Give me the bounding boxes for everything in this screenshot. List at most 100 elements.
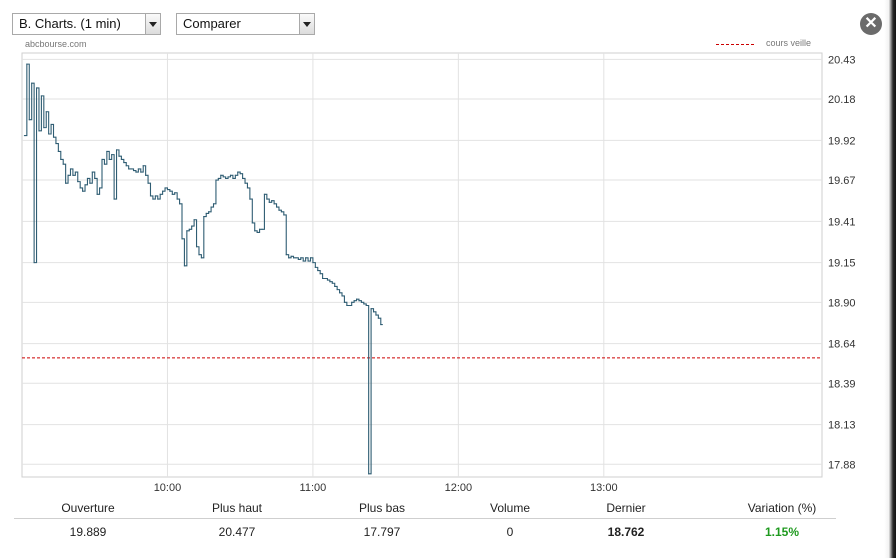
price-point (159, 193, 161, 195)
price-point (234, 174, 236, 176)
price-point (256, 231, 258, 233)
price-point (251, 222, 253, 224)
x-tick-label: 12:00 (445, 482, 473, 494)
price-point (186, 230, 188, 232)
price-point (53, 136, 55, 138)
price-point (45, 111, 47, 113)
price-point (259, 228, 261, 230)
legend-reference-label: cours veille (766, 38, 812, 48)
price-point (351, 301, 353, 303)
price-point (295, 257, 297, 259)
price-point (135, 171, 137, 173)
period-select-value: B. Charts. (1 min) (19, 16, 121, 31)
price-point (193, 219, 195, 221)
price-point (179, 203, 181, 205)
price-point (154, 195, 156, 197)
chevron-down-icon[interactable] (299, 14, 314, 34)
price-point (268, 201, 270, 203)
price-point (38, 130, 40, 132)
price-point (145, 174, 147, 176)
price-point (118, 155, 120, 157)
price-point (164, 187, 166, 189)
price-point (227, 176, 229, 178)
price-point (91, 171, 93, 173)
window-edge (884, 0, 896, 558)
price-point (273, 203, 275, 205)
price-point (142, 165, 144, 167)
price-point (278, 209, 280, 211)
price-point (191, 225, 193, 227)
price-point (181, 238, 183, 240)
stat-value: 1.15% (764, 525, 800, 539)
price-point (128, 168, 130, 170)
price-point (50, 123, 52, 125)
price-point (137, 168, 139, 170)
price-point (40, 95, 42, 97)
price-point (246, 187, 248, 189)
price-point (307, 260, 309, 262)
price-point (174, 192, 176, 194)
price-point (101, 158, 103, 160)
y-tick-label: 19.41 (828, 216, 856, 228)
price-series-line (24, 63, 383, 475)
price-point (322, 277, 324, 279)
price-point (210, 206, 212, 208)
close-icon[interactable]: ✕ (860, 13, 882, 35)
price-point (86, 177, 88, 179)
price-point (84, 184, 86, 186)
price-point (363, 303, 365, 305)
price-chart: 20.43 20.18 19.92 19.67 19.41 19.15 18.90 18.64… (21, 52, 856, 494)
price-point (266, 198, 268, 200)
x-tick-label: 11:00 (300, 482, 327, 494)
price-point (94, 177, 96, 179)
price-point (377, 317, 379, 319)
price-point (331, 282, 333, 284)
price-point (276, 206, 278, 208)
price-point (55, 143, 57, 145)
x-tick-label: 13:00 (590, 482, 618, 494)
price-point (280, 211, 282, 213)
price-point (203, 216, 205, 218)
price-point (183, 265, 185, 267)
price-point (309, 257, 311, 259)
price-point (220, 174, 222, 176)
price-point (106, 150, 108, 152)
price-point (353, 300, 355, 302)
price-point (263, 193, 265, 195)
price-point (82, 190, 84, 192)
price-point (196, 246, 198, 248)
price-point (79, 187, 81, 189)
price-point (297, 258, 299, 260)
price-point (176, 198, 178, 200)
price-point (375, 314, 377, 316)
price-point (89, 182, 91, 184)
price-point (334, 285, 336, 287)
stat-header: Variation (%) (747, 501, 817, 515)
price-point (239, 173, 241, 175)
chevron-down-icon[interactable] (145, 14, 160, 34)
price-point (23, 135, 25, 137)
y-tick-label: 18.39 (828, 378, 856, 390)
price-point (77, 181, 79, 183)
price-point (242, 177, 244, 179)
price-point (36, 87, 38, 89)
price-point (302, 260, 304, 262)
price-point (346, 304, 348, 306)
compare-select[interactable]: Comparer (176, 13, 315, 35)
price-point (171, 193, 173, 195)
price-point (99, 187, 101, 189)
price-point (208, 211, 210, 213)
price-point (339, 292, 341, 294)
price-point (149, 195, 151, 197)
price-point (380, 324, 382, 326)
y-tick-label: 18.64 (828, 339, 856, 351)
price-point (336, 289, 338, 291)
price-point (157, 198, 159, 200)
stat-value: 19.889 (69, 525, 107, 539)
chart-source: abcbourse.com (25, 39, 87, 49)
stat-value: 17.797 (363, 525, 401, 539)
price-point (65, 182, 67, 184)
y-tick-label: 19.15 (828, 258, 856, 270)
price-point (31, 82, 33, 84)
period-select[interactable]: B. Charts. (1 min) (12, 13, 161, 35)
